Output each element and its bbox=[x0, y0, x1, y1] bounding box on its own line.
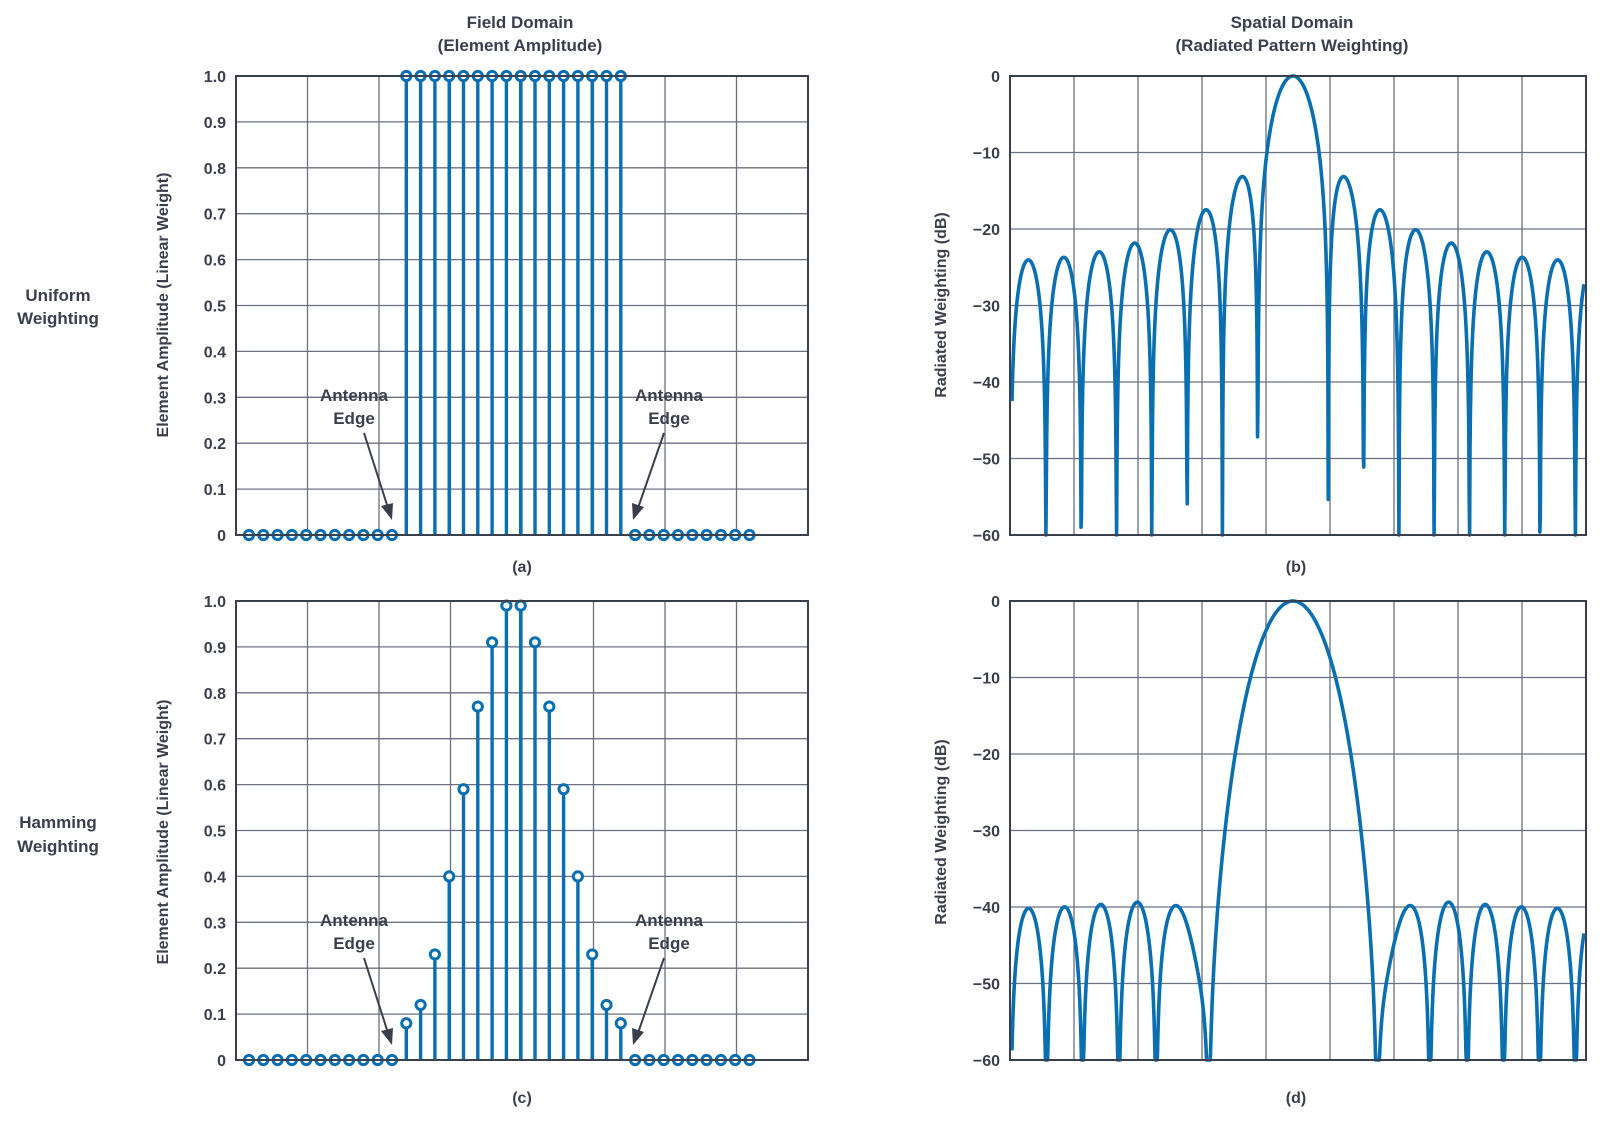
stem-marker bbox=[528, 636, 542, 649]
row-label-uniform: Uniform bbox=[25, 286, 90, 305]
y-tick-label: −60 bbox=[973, 1053, 1000, 1070]
row-label-hamming-weighting: Weighting bbox=[17, 837, 99, 856]
y-tick-label: 0.6 bbox=[204, 778, 226, 795]
y-tick-label: 0.4 bbox=[204, 344, 226, 361]
row-label-hamming: Hamming bbox=[19, 813, 96, 832]
y-axis-label: Radiated Weighting (dB) bbox=[933, 739, 950, 924]
spatial-domain-title: Spatial Domain bbox=[1231, 13, 1354, 32]
stem-marker bbox=[543, 700, 556, 713]
y-tick-label: 0.2 bbox=[204, 436, 226, 453]
y-tick-label: 0 bbox=[217, 1053, 226, 1070]
stem-marker bbox=[400, 1017, 413, 1030]
y-tick-label: 0.1 bbox=[204, 1007, 226, 1024]
y-tick-label: 1.0 bbox=[204, 69, 226, 86]
y-tick-label: 1.0 bbox=[204, 594, 226, 611]
y-tick-label: 0.4 bbox=[204, 869, 226, 886]
y-tick-label: 0 bbox=[217, 528, 226, 545]
y-tick-label: −30 bbox=[973, 299, 1000, 316]
y-tick-label: 0.5 bbox=[204, 299, 226, 316]
stem-marker bbox=[414, 998, 427, 1012]
y-tick-label: 0.6 bbox=[204, 253, 226, 270]
y-axis-label: Radiated Weighting (dB) bbox=[933, 212, 950, 397]
svg-text:Edge: Edge bbox=[648, 934, 690, 953]
y-tick-label: 0.3 bbox=[204, 390, 226, 407]
panel-caption: (a) bbox=[512, 559, 532, 576]
annotation-antenna-edge-a-right: Antenna Edge bbox=[632, 386, 704, 520]
plot-frame bbox=[1009, 600, 1587, 1061]
stem-marker bbox=[586, 948, 599, 961]
panel-b-uniform-radiated-pattern: −60 −50 −40 −30 −20 −10 0 Radiated Weighting (… bbox=[933, 69, 1587, 576]
stem-marker bbox=[571, 870, 585, 883]
y-tick-label: −20 bbox=[973, 747, 1000, 764]
panel-a-uniform-element-amplitude: 0 0.1 0.2 0.3 0.4 0.5 0.6 0.7 0.8 0.9 1.0 Element … bbox=[155, 69, 809, 576]
svg-text:Edge: Edge bbox=[648, 409, 690, 428]
stem-marker bbox=[443, 870, 456, 883]
y-tick-label: −20 bbox=[973, 222, 1000, 239]
y-tick-label: −10 bbox=[973, 146, 1000, 163]
panel-caption: (b) bbox=[1286, 559, 1306, 576]
annotation-antenna-edge-c-left: Antenna Edge bbox=[320, 911, 393, 1045]
stem-marker bbox=[486, 636, 499, 649]
stem-marker bbox=[600, 998, 613, 1012]
stem-marker bbox=[500, 599, 513, 612]
annotation-antenna-edge-a-left: Antenna Edge bbox=[320, 386, 393, 520]
radiated-pattern-line bbox=[1010, 74, 1586, 537]
y-tick-label: 0.5 bbox=[204, 824, 226, 841]
panel-caption: (c) bbox=[512, 1090, 532, 1107]
y-tick-label: −40 bbox=[973, 375, 1000, 392]
y-axis-label: Element Amplitude (Linear Weight) bbox=[155, 700, 172, 965]
y-tick-label: 0.8 bbox=[204, 686, 226, 703]
y-tick-label: 0.9 bbox=[204, 640, 226, 657]
y-tick-label: −30 bbox=[973, 824, 1000, 841]
y-tick-label: 0.2 bbox=[204, 961, 226, 978]
y-tick-label: 0.9 bbox=[204, 115, 226, 132]
stem-marker bbox=[557, 783, 570, 796]
svg-text:Antenna: Antenna bbox=[320, 911, 389, 930]
panel-caption: (d) bbox=[1286, 1090, 1306, 1107]
field-domain-title: Field Domain bbox=[467, 13, 574, 32]
y-axis-label: Element Amplitude (Linear Weight) bbox=[155, 173, 172, 438]
y-tick-label: 0.7 bbox=[204, 732, 226, 749]
spatial-domain-subtitle: (Radiated Pattern Weighting) bbox=[1176, 36, 1409, 55]
annotation-antenna-edge-c-right: Antenna Edge bbox=[632, 911, 704, 1045]
y-tick-label: 0.7 bbox=[204, 207, 226, 224]
svg-text:Antenna: Antenna bbox=[320, 386, 389, 405]
stem-marker bbox=[614, 1017, 627, 1030]
stem-marker bbox=[457, 783, 470, 796]
plot-frame bbox=[235, 75, 809, 536]
plot-frame bbox=[235, 600, 809, 1061]
y-tick-label: 0.1 bbox=[204, 482, 226, 499]
stem-marker bbox=[514, 599, 527, 612]
y-tick-label: 0 bbox=[991, 594, 1000, 611]
y-tick-label: −60 bbox=[973, 528, 1000, 545]
y-tick-label: 0.3 bbox=[204, 915, 226, 932]
y-tick-label: −50 bbox=[973, 452, 1000, 469]
svg-text:Antenna: Antenna bbox=[635, 911, 704, 930]
y-tick-label: 0 bbox=[991, 69, 1000, 86]
panel-d-hamming-radiated-pattern: −60 −50 −40 −30 −20 −10 0 Radiated Weighting (… bbox=[933, 594, 1587, 1107]
stem-marker bbox=[471, 700, 484, 713]
y-tick-label: 0.8 bbox=[204, 161, 226, 178]
stem-marker bbox=[428, 948, 441, 961]
y-tick-label: −10 bbox=[973, 671, 1000, 688]
field-domain-subtitle: (Element Amplitude) bbox=[438, 36, 603, 55]
panel-c-hamming-element-amplitude: 0 0.1 0.2 0.3 0.4 0.5 0.6 0.7 0.8 0.9 1.0 Element … bbox=[155, 594, 809, 1107]
svg-text:Antenna: Antenna bbox=[635, 386, 704, 405]
row-label-uniform-weighting: Weighting bbox=[17, 309, 99, 328]
plot-frame bbox=[1009, 75, 1587, 536]
svg-text:Edge: Edge bbox=[333, 409, 375, 428]
svg-text:Edge: Edge bbox=[333, 934, 375, 953]
y-tick-label: −50 bbox=[973, 977, 1000, 994]
y-tick-label: −40 bbox=[973, 900, 1000, 917]
